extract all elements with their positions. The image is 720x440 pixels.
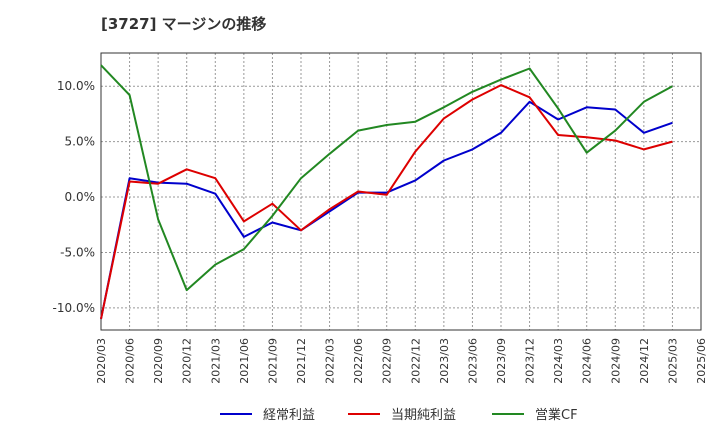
grid-lines: [101, 53, 701, 330]
y-tick-label: -5.0%: [60, 245, 95, 259]
x-tick-label: 2023/12: [524, 338, 537, 384]
legend-label: 経常利益: [263, 408, 315, 423]
x-tick-label: 2024/12: [638, 338, 651, 384]
x-tick-label: 2023/06: [466, 338, 479, 384]
y-tick-label: -10.0%: [53, 301, 95, 315]
legend-label: 当期純利益: [391, 408, 456, 423]
x-tick-label: 2020/03: [95, 338, 108, 384]
x-tick-label: 2024/06: [581, 338, 594, 384]
series-line: [100, 64, 673, 292]
x-tick-label: 2024/03: [552, 338, 565, 384]
x-tick-label: 2021/09: [266, 338, 279, 384]
x-tick-label: 2022/06: [352, 338, 365, 384]
chart-title: [3727] マージンの推移: [101, 15, 267, 33]
x-tick-label: 2022/12: [409, 338, 422, 384]
x-tick-label: 2023/09: [495, 338, 508, 384]
plot-frame: [100, 52, 702, 331]
x-tick-label: 2021/06: [238, 338, 251, 384]
legend-label: 営業CF: [535, 407, 578, 423]
x-tick-label: 2025/06: [695, 338, 708, 384]
x-tick-label: 2023/03: [438, 338, 451, 384]
series-lines: [100, 64, 673, 320]
x-tick-label: 2025/03: [666, 338, 679, 384]
x-axis-ticks: 2020/03 2020/06 2020/09 2020/12 2021/03 2021/…: [95, 338, 708, 384]
y-axis-ticks: 10.0% 5.0% 0.0% -5.0% -10.0%: [53, 79, 95, 315]
x-tick-label: 2020/06: [124, 338, 137, 384]
x-tick-label: 2022/03: [324, 338, 337, 384]
x-tick-label: 2021/12: [295, 338, 308, 384]
y-tick-label: 10.0%: [57, 79, 95, 93]
series-line: [100, 100, 673, 320]
x-tick-label: 2020/12: [181, 338, 194, 384]
x-tick-label: 2020/09: [152, 338, 165, 384]
y-tick-label: 0.0%: [65, 190, 96, 204]
x-tick-label: 2022/09: [381, 338, 394, 384]
x-tick-label: 2024/09: [609, 338, 622, 384]
y-tick-label: 5.0%: [65, 135, 96, 149]
x-tick-label: 2021/03: [209, 338, 222, 384]
legend: 経常利益 当期純利益 営業CF: [220, 407, 578, 423]
